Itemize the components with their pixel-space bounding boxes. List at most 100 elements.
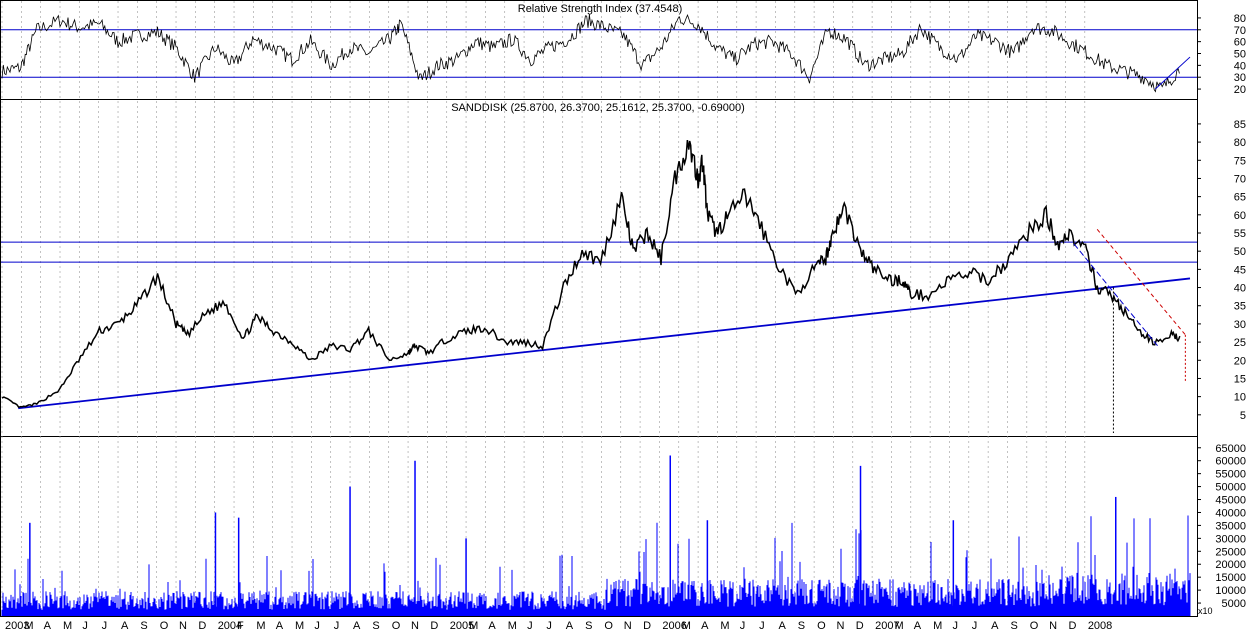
price-downtrend-lower xyxy=(1073,243,1158,347)
month-label: J xyxy=(314,620,320,631)
price-tick-label: 70 xyxy=(1234,173,1246,185)
month-label: M xyxy=(295,620,304,631)
month-label: M xyxy=(24,620,33,631)
month-label: J xyxy=(740,620,746,631)
month-label: A xyxy=(276,620,284,631)
volume-tick-label: 45000 xyxy=(1215,495,1246,507)
price-title: SANDDISK (25.8700, 26.3700, 25.1612, 25.… xyxy=(451,102,745,114)
month-label: J xyxy=(546,620,552,631)
month-label: N xyxy=(411,620,419,631)
month-label: O xyxy=(160,620,169,631)
month-label: M xyxy=(894,620,903,631)
volume-panel-frame xyxy=(0,436,1198,617)
price-tick-label: 50 xyxy=(1234,246,1246,258)
price-trendline xyxy=(18,277,1191,410)
volume-tick-label: 35000 xyxy=(1215,520,1246,532)
month-label: D xyxy=(1068,620,1076,631)
month-label: A xyxy=(488,620,496,631)
month-label: M xyxy=(63,620,72,631)
volume-tick-label: 15000 xyxy=(1215,572,1246,584)
month-label: A xyxy=(566,620,574,631)
volume-bars xyxy=(1,515,1191,616)
year-label: 2008 xyxy=(1088,620,1112,631)
month-label: O xyxy=(392,620,401,631)
price-panel: 5 10 15 20 25 30 35 40 45 50 55 60 65 70 75 80 85 xyxy=(1,119,1246,433)
month-label: A xyxy=(914,620,922,631)
month-label: O xyxy=(604,620,613,631)
month-label: N xyxy=(1049,620,1057,631)
month-label: J xyxy=(972,620,978,631)
month-label: N xyxy=(624,620,632,631)
month-label: N xyxy=(179,620,187,631)
month-label: S xyxy=(585,620,592,631)
month-label: J xyxy=(952,620,958,631)
month-label: J xyxy=(759,620,765,631)
price-tick-label: 5 xyxy=(1240,410,1246,422)
rsi-line xyxy=(1,14,1180,93)
month-label: J xyxy=(82,620,88,631)
month-label: F xyxy=(237,620,244,631)
price-tick-label: 65 xyxy=(1234,192,1246,204)
price-tick-label: 40 xyxy=(1234,283,1246,295)
month-label: A xyxy=(121,620,129,631)
rsi-tick-label: 40 xyxy=(1234,60,1246,72)
year-label: 2003 xyxy=(5,620,29,631)
month-label: J xyxy=(102,620,108,631)
rsi-tick-label: 50 xyxy=(1234,49,1246,61)
price-tick-label: 80 xyxy=(1234,137,1246,149)
price-downtrend-upper xyxy=(1096,229,1186,336)
month-label: S xyxy=(372,620,379,631)
year-label: 2007 xyxy=(875,620,899,631)
rsi-tick-label: 30 xyxy=(1234,72,1246,84)
month-label: J xyxy=(527,620,533,631)
month-label: M xyxy=(469,620,478,631)
month-label: M xyxy=(508,620,517,631)
year-label: 2004 xyxy=(218,620,242,631)
rsi-trendline xyxy=(1154,56,1191,90)
month-label: A xyxy=(991,620,999,631)
volume-tick-label: 5000 xyxy=(1222,598,1246,610)
month-label: D xyxy=(430,620,438,631)
volume-tick-label: 60000 xyxy=(1215,456,1246,468)
volume-tick-label: 65000 xyxy=(1215,443,1246,455)
year-label: 2005 xyxy=(450,620,474,631)
price-tick-label: 85 xyxy=(1234,119,1246,131)
rsi-tick-label: 80 xyxy=(1234,13,1246,25)
price-tick-label: 20 xyxy=(1234,355,1246,367)
price-tick-label: 45 xyxy=(1234,264,1246,276)
price-line xyxy=(1,139,1181,409)
volume-tick-label: 30000 xyxy=(1215,533,1246,545)
price-tick-label: 25 xyxy=(1234,337,1246,349)
month-label: M xyxy=(933,620,942,631)
month-label: D xyxy=(856,620,864,631)
rsi-tick-label: 60 xyxy=(1234,37,1246,49)
price-tick-label: 30 xyxy=(1234,319,1246,331)
month-label: M xyxy=(682,620,691,631)
volume-tick-label: 55000 xyxy=(1215,469,1246,481)
price-tick-label: 35 xyxy=(1234,301,1246,313)
month-label: J xyxy=(334,620,340,631)
price-tick-label: 75 xyxy=(1234,155,1246,167)
month-label: O xyxy=(1030,620,1039,631)
volume-tick-label: 10000 xyxy=(1215,585,1246,597)
month-label: S xyxy=(140,620,147,631)
price-tick-label: 15 xyxy=(1234,373,1246,385)
year-label: 2006 xyxy=(662,620,686,631)
rsi-tick-label: 20 xyxy=(1234,84,1246,96)
rsi-panel-frame xyxy=(0,0,1198,100)
month-label: A xyxy=(778,620,786,631)
month-label: A xyxy=(44,620,52,631)
volume-tick-label: 40000 xyxy=(1215,507,1246,519)
month-label: N xyxy=(836,620,844,631)
price-tick-label: 60 xyxy=(1234,210,1246,222)
volume-tick-label: 50000 xyxy=(1215,482,1246,494)
month-label: S xyxy=(798,620,805,631)
volume-panel: 5000100001500020000250003000035000400004… xyxy=(1,443,1246,616)
month-label: A xyxy=(353,620,361,631)
volume-scale-label: x10 xyxy=(1198,606,1213,616)
month-label: A xyxy=(701,620,709,631)
